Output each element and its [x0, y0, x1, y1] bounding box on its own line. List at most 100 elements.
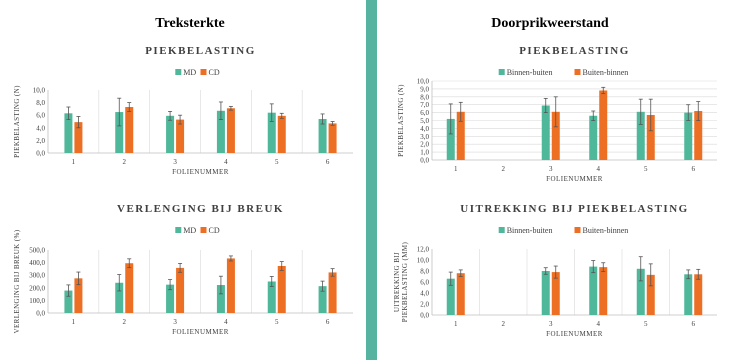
y-tick-label: 2,0	[420, 301, 429, 309]
bar-2-5	[646, 114, 655, 160]
legend-label-1: MD	[183, 68, 196, 77]
x-tick-label: 4	[597, 320, 601, 328]
legend-label-2: CD	[209, 68, 220, 77]
x-tick-label: 3	[173, 158, 177, 166]
chart-title: UITREKKING BIJ PIEKBELASTING	[460, 203, 688, 215]
y-tick-label: 0,0	[36, 150, 45, 158]
bar-1-1	[446, 278, 455, 315]
y-tick-label: 8,0	[420, 268, 429, 276]
y-tick-label: 200,0	[29, 284, 45, 292]
legend-swatch-1	[175, 69, 182, 75]
bar-2-1	[456, 273, 465, 315]
bar-2-3	[176, 267, 185, 313]
y-tick-label: 9,0	[420, 85, 429, 93]
bar-1-2	[115, 282, 124, 313]
y-tick-label: 0,0	[420, 157, 429, 165]
x-tick-label: 6	[692, 165, 696, 173]
y-tick-label: 3,0	[420, 133, 429, 141]
y-tick-label: 5,0	[420, 117, 429, 125]
x-tick-label: 1	[454, 320, 458, 328]
bar-2-4	[599, 267, 608, 315]
bar-1-3	[166, 284, 175, 313]
x-tick-label: 5	[275, 158, 279, 166]
legend-label-2: CD	[209, 226, 220, 235]
chart-verlenging-bij-breuk: VERLENGING BIJ BREUK MD CD 0,0 100,0 200,0 300…	[13, 203, 353, 336]
bar-2-2	[125, 107, 134, 153]
bar-1-5	[636, 268, 645, 315]
y-tick-label: 4,0	[420, 125, 429, 133]
x-axis-label: FOLIENUMMER	[546, 175, 603, 183]
x-tick-label: 3	[549, 165, 553, 173]
x-tick-label: 5	[644, 165, 648, 173]
y-tick-label: 8,0	[36, 99, 45, 107]
bar-1-3	[541, 271, 550, 315]
x-tick-label: 2	[123, 158, 127, 166]
y-tick-label: 2,0	[36, 137, 45, 145]
y-tick-label: 100,0	[29, 297, 45, 305]
y-tick-label: 0,0	[420, 312, 429, 320]
legend-swatch-2	[200, 69, 207, 75]
legend-swatch-1	[175, 227, 182, 233]
y-tick-label: 12,0	[417, 246, 430, 254]
bar-1-4	[216, 285, 225, 313]
x-tick-label: 6	[326, 318, 330, 326]
y-tick-label: 8,0	[420, 93, 429, 101]
x-tick-label: 2	[502, 320, 506, 328]
y-tick-label: 400,0	[29, 259, 45, 267]
legend-swatch-1	[498, 69, 505, 75]
x-tick-label: 4	[224, 158, 228, 166]
x-tick-label: 1	[72, 318, 76, 326]
y-axis-label: PIEKBELASTING (N)	[13, 85, 21, 158]
x-axis-label: FOLIENUMMER	[172, 328, 229, 336]
x-tick-label: 6	[692, 320, 696, 328]
bar-2-1	[456, 111, 465, 160]
chart-title: VERLENGING BIJ BREUK	[117, 203, 284, 215]
x-tick-label: 2	[502, 165, 506, 173]
bar-2-1	[74, 122, 83, 153]
legend-label-1: Binnen-buiten	[507, 226, 553, 235]
x-tick-label: 4	[597, 165, 601, 173]
y-tick-label: 300,0	[29, 272, 45, 280]
bar-2-6	[694, 274, 703, 315]
chart-title: PIEKBELASTING	[145, 45, 256, 57]
bar-2-1	[74, 278, 83, 313]
y-tick-label: 2,0	[420, 141, 429, 149]
y-tick-label: 6,0	[420, 279, 429, 287]
bar-1-5	[636, 111, 645, 160]
legend-swatch-1	[498, 227, 505, 233]
x-axis-label: FOLIENUMMER	[546, 330, 603, 338]
x-tick-label: 3	[549, 320, 553, 328]
bar-1-1	[64, 290, 73, 313]
y-tick-label: 4,0	[420, 290, 429, 298]
x-tick-label: 5	[275, 318, 279, 326]
bar-2-5	[277, 115, 286, 153]
y-tick-label: 6,0	[420, 109, 429, 117]
bar-1-3	[166, 115, 175, 153]
y-tick-label: 500,0	[29, 247, 45, 255]
legend-label-1: Binnen-buiten	[507, 68, 553, 77]
section-title-treksterkte: Treksterkte	[155, 16, 225, 31]
bar-1-3	[541, 105, 550, 160]
bar-1-6	[318, 286, 327, 313]
bar-2-3	[551, 111, 560, 160]
x-tick-label: 6	[326, 158, 330, 166]
bar-2-3	[551, 272, 560, 315]
y-axis-label: VERLENGING BIJ BREUK (%)	[13, 229, 21, 333]
bar-1-4	[589, 266, 598, 315]
x-axis-label: FOLIENUMMER	[172, 168, 229, 176]
y-tick-label: 10,0	[33, 87, 46, 95]
bar-2-2	[125, 263, 134, 313]
y-tick-label: 10,0	[417, 78, 430, 86]
section-title-doorprikweerstand: Doorprikweerstand	[491, 16, 609, 31]
bar-1-4	[589, 115, 598, 160]
bar-2-4	[226, 258, 235, 313]
chart-piekbelasting-doorprik: PIEKBELASTING Binnen-buiten Buiten-binnen 0…	[397, 45, 717, 183]
y-tick-label: 1,0	[420, 149, 429, 157]
bar-1-4	[216, 110, 225, 153]
bar-1-6	[684, 274, 693, 315]
section-divider	[366, 0, 377, 360]
legend-label-1: MD	[183, 226, 196, 235]
x-tick-label: 4	[224, 318, 228, 326]
y-tick-label: 4,0	[36, 124, 45, 132]
x-tick-label: 3	[173, 318, 177, 326]
